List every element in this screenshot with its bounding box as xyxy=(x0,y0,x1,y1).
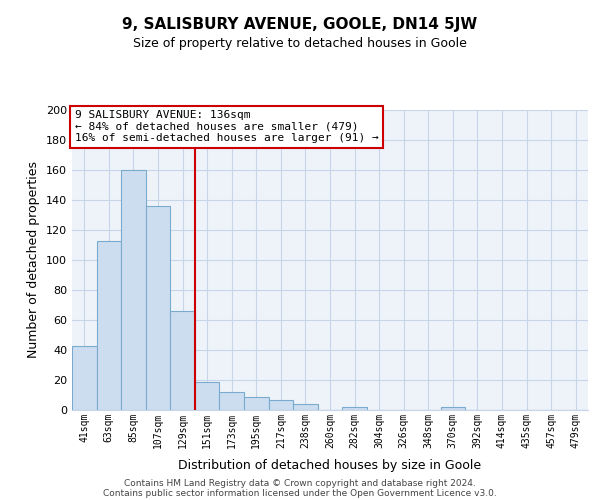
Bar xyxy=(220,392,244,410)
Bar xyxy=(97,240,121,410)
Bar xyxy=(170,311,195,410)
Text: Contains public sector information licensed under the Open Government Licence v3: Contains public sector information licen… xyxy=(103,488,497,498)
Bar xyxy=(195,382,220,410)
Text: Size of property relative to detached houses in Goole: Size of property relative to detached ho… xyxy=(133,38,467,51)
Bar xyxy=(293,404,318,410)
X-axis label: Distribution of detached houses by size in Goole: Distribution of detached houses by size … xyxy=(178,459,482,472)
Bar xyxy=(121,170,146,410)
Bar xyxy=(342,407,367,410)
Text: Contains HM Land Registry data © Crown copyright and database right 2024.: Contains HM Land Registry data © Crown c… xyxy=(124,478,476,488)
Bar xyxy=(269,400,293,410)
Bar xyxy=(72,346,97,410)
Bar xyxy=(146,206,170,410)
Bar xyxy=(440,407,465,410)
Bar xyxy=(244,396,269,410)
Y-axis label: Number of detached properties: Number of detached properties xyxy=(28,162,40,358)
Text: 9, SALISBURY AVENUE, GOOLE, DN14 5JW: 9, SALISBURY AVENUE, GOOLE, DN14 5JW xyxy=(122,18,478,32)
Text: 9 SALISBURY AVENUE: 136sqm
← 84% of detached houses are smaller (479)
16% of sem: 9 SALISBURY AVENUE: 136sqm ← 84% of deta… xyxy=(74,110,379,143)
